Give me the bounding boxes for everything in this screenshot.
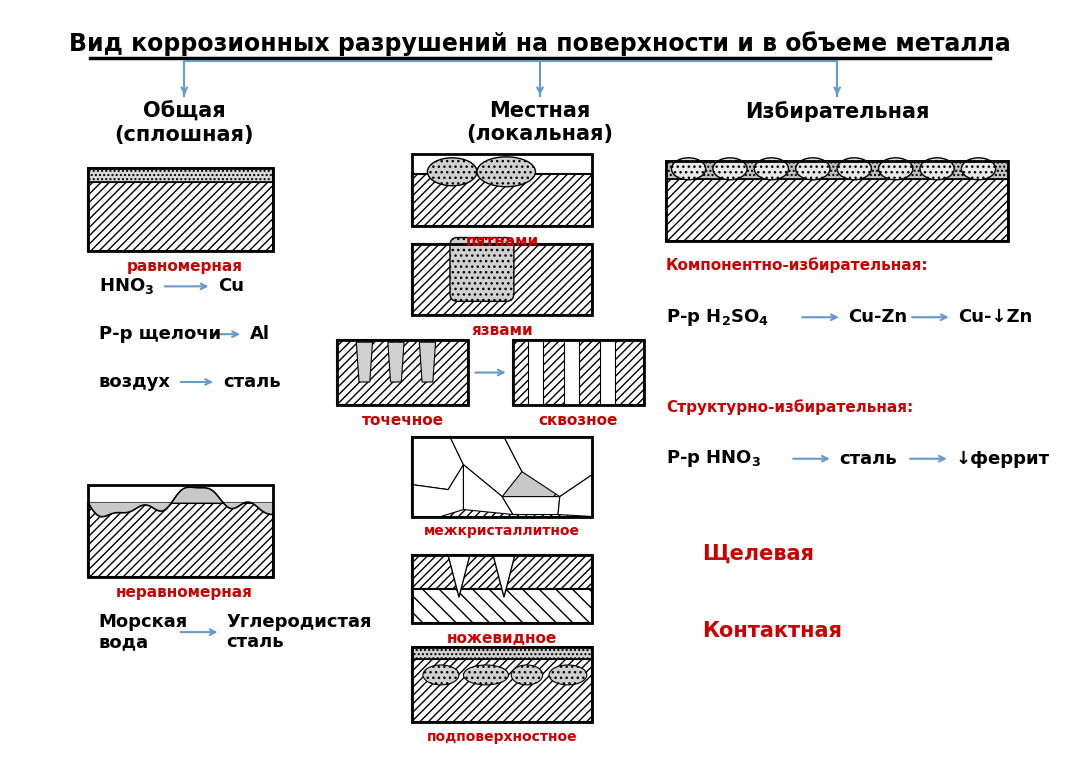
Bar — [600, 340, 615, 405]
Bar — [413, 436, 592, 516]
Bar — [413, 436, 592, 516]
Text: Щелевая: Щелевая — [702, 543, 814, 564]
Ellipse shape — [713, 158, 747, 179]
Polygon shape — [87, 487, 272, 517]
Ellipse shape — [672, 158, 705, 179]
Text: сталь: сталь — [839, 449, 896, 468]
Text: пятнами: пятнами — [465, 233, 539, 249]
Ellipse shape — [796, 158, 829, 179]
Polygon shape — [450, 436, 522, 496]
Bar — [513, 340, 644, 405]
Text: Cu-Zn: Cu-Zn — [848, 308, 907, 326]
Bar — [337, 340, 468, 405]
Text: Р-р щелочи: Р-р щелочи — [98, 325, 221, 343]
Text: Компонентно-избирательная:: Компонентно-избирательная: — [666, 258, 929, 273]
Bar — [666, 161, 1009, 179]
Bar — [413, 243, 592, 315]
Text: сталь: сталь — [224, 373, 281, 391]
Text: язвами: язвами — [471, 323, 534, 338]
Ellipse shape — [428, 158, 477, 186]
Bar — [87, 502, 272, 578]
Text: Контактная: Контактная — [702, 621, 842, 641]
Ellipse shape — [477, 156, 536, 186]
Text: Р-р $\mathbf{H_2SO_4}$: Р-р $\mathbf{H_2SO_4}$ — [666, 307, 769, 328]
Text: Р-р $\mathbf{HNO_3}$: Р-р $\mathbf{HNO_3}$ — [666, 448, 761, 469]
Ellipse shape — [754, 158, 788, 179]
Bar — [413, 154, 592, 225]
Bar — [413, 647, 592, 659]
Text: Общая
(сплошная): Общая (сплошная) — [114, 101, 254, 144]
Bar — [87, 182, 272, 252]
Bar — [666, 179, 1009, 241]
Text: воздух: воздух — [98, 373, 171, 391]
Text: подповерхностное: подповерхностное — [427, 729, 578, 744]
Ellipse shape — [423, 665, 459, 685]
Polygon shape — [356, 342, 373, 382]
Bar — [87, 168, 272, 252]
Text: Углеродистая
сталь: Углеродистая сталь — [227, 613, 373, 651]
Text: Структурно-избирательная:: Структурно-избирательная: — [666, 399, 914, 415]
FancyBboxPatch shape — [450, 238, 514, 301]
Polygon shape — [504, 436, 592, 496]
Bar — [87, 168, 272, 182]
Bar — [413, 589, 592, 623]
Bar — [413, 555, 592, 623]
Text: Al: Al — [251, 325, 270, 343]
Text: ножевидное: ножевидное — [447, 631, 557, 646]
Bar — [666, 161, 1009, 241]
Text: неравномерная: неравномерная — [116, 585, 253, 601]
Text: ↓феррит: ↓феррит — [956, 449, 1050, 468]
Ellipse shape — [920, 158, 955, 179]
Bar — [337, 340, 468, 405]
Polygon shape — [413, 436, 463, 489]
Polygon shape — [494, 555, 515, 597]
Text: Избирательная: Избирательная — [745, 101, 930, 122]
Text: равномерная: равномерная — [126, 259, 242, 275]
FancyBboxPatch shape — [445, 455, 554, 499]
Text: Морская
вода: Морская вода — [98, 613, 188, 651]
Bar — [413, 647, 592, 722]
Bar — [528, 340, 543, 405]
Ellipse shape — [961, 158, 996, 179]
Text: Вид коррозионных разрушений на поверхности и в объеме металла: Вид коррозионных разрушений на поверхнос… — [69, 31, 1011, 56]
Bar — [413, 243, 592, 315]
Bar — [565, 340, 579, 405]
Polygon shape — [413, 465, 463, 516]
Bar — [87, 485, 272, 578]
Text: сквозное: сквозное — [539, 413, 618, 428]
Bar — [413, 174, 592, 225]
Polygon shape — [419, 342, 435, 382]
Polygon shape — [388, 342, 404, 382]
Bar — [413, 555, 592, 589]
Ellipse shape — [837, 158, 872, 179]
Polygon shape — [448, 555, 470, 597]
Text: Cu-↓Zn: Cu-↓Zn — [958, 308, 1032, 326]
Polygon shape — [558, 475, 592, 516]
Text: Местная
(локальная): Местная (локальная) — [467, 101, 613, 144]
Polygon shape — [463, 465, 513, 515]
Text: точечное: точечное — [362, 413, 444, 428]
Polygon shape — [502, 496, 559, 515]
Ellipse shape — [511, 665, 543, 685]
Ellipse shape — [878, 158, 913, 179]
Text: Cu: Cu — [218, 278, 244, 295]
Bar — [513, 340, 644, 405]
Text: межкристаллитное: межкристаллитное — [424, 525, 580, 538]
Text: $\mathbf{HNO_3}$: $\mathbf{HNO_3}$ — [98, 276, 154, 296]
Ellipse shape — [549, 665, 586, 685]
Ellipse shape — [463, 665, 509, 685]
Bar — [413, 659, 592, 722]
